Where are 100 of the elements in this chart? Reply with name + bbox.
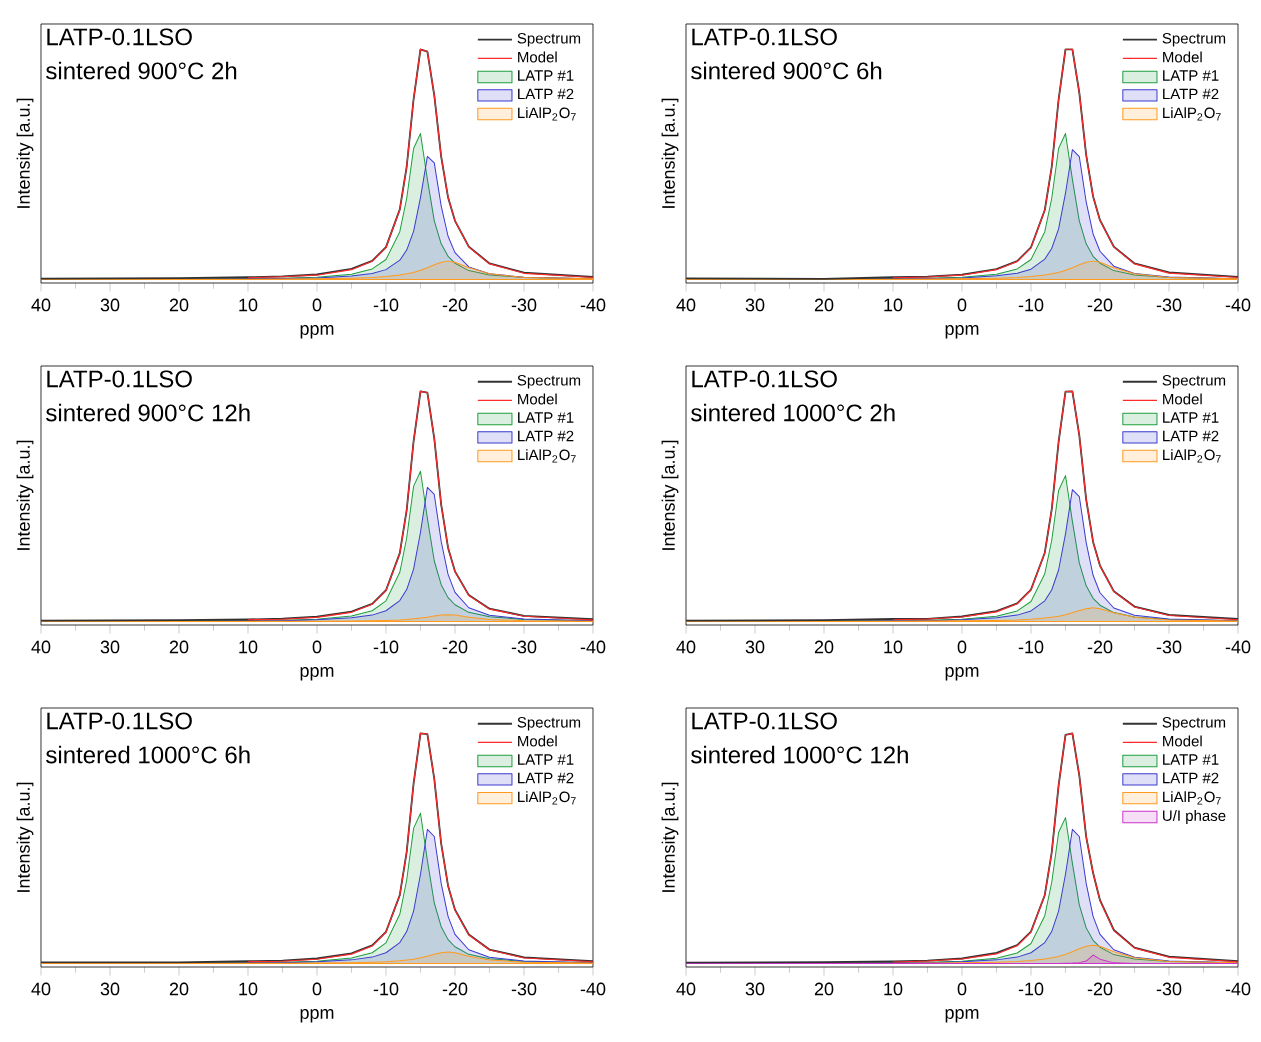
x-tick-label: 10 bbox=[239, 982, 258, 996]
x-tick-label: 40 bbox=[676, 640, 696, 654]
x-tick-label: -30 bbox=[1156, 982, 1182, 996]
x-tick-label: 0 bbox=[957, 982, 967, 996]
x-axis-title: ppm bbox=[945, 1009, 979, 1023]
x-tick-label: -20 bbox=[1087, 982, 1113, 996]
x-tick-label: 0 bbox=[957, 640, 967, 654]
x-tick-label: -30 bbox=[1156, 298, 1182, 312]
x-tick-label: -20 bbox=[1087, 640, 1113, 654]
chart-subtitle: sintered 900°C 6h bbox=[691, 61, 882, 80]
legend-label: LATP #2 bbox=[518, 430, 574, 442]
chart-title: LATP-0.1LSO bbox=[692, 370, 837, 388]
legend-label: Spectrum bbox=[1162, 716, 1226, 731]
y-axis-title: Intensity [a.u.] bbox=[661, 440, 679, 550]
x-tick-label: 40 bbox=[31, 298, 51, 312]
x-tick-label: -40 bbox=[580, 982, 606, 996]
legend-label: LiAlP$_{2}$O$_{7}$ bbox=[1163, 449, 1221, 463]
legend-label: LATP #1 bbox=[518, 70, 574, 81]
chart-subtitle: sintered 1000°C 12h bbox=[691, 745, 908, 764]
x-tick-label: 20 bbox=[169, 298, 189, 312]
legend-label: Model bbox=[1163, 735, 1202, 747]
x-axis-title: ppm bbox=[300, 667, 334, 681]
legend-label: U/I phase bbox=[1163, 810, 1226, 824]
x-tick-label: 40 bbox=[676, 298, 696, 312]
x-tick-label: 0 bbox=[312, 982, 322, 996]
legend-label: Spectrum bbox=[517, 32, 581, 47]
chart-title: LATP-0.1LSO bbox=[47, 370, 192, 388]
x-tick-label: 20 bbox=[814, 640, 834, 654]
x-tick-label: -10 bbox=[1018, 298, 1044, 312]
x-tick-label: -40 bbox=[1225, 982, 1251, 996]
x-tick-label: -40 bbox=[580, 640, 606, 654]
x-tick-label: -10 bbox=[373, 640, 399, 654]
x-tick-label: -30 bbox=[1156, 640, 1182, 654]
x-tick-label: 0 bbox=[312, 640, 322, 654]
x-tick-label: 10 bbox=[239, 640, 258, 654]
legend-label: LATP #2 bbox=[1163, 772, 1219, 784]
chart-subtitle: sintered 900°C 12h bbox=[46, 403, 250, 422]
y-axis-title: Intensity [a.u.] bbox=[16, 440, 34, 550]
legend-label: LiAlP$_{2}$O$_{7}$ bbox=[1163, 107, 1221, 121]
legend-label: Spectrum bbox=[1162, 32, 1226, 47]
x-tick-label: 20 bbox=[169, 640, 189, 654]
chart-title: LATP-0.1LSO bbox=[47, 712, 192, 730]
legend-label: LATP #1 bbox=[518, 412, 574, 423]
x-tick-label: -10 bbox=[373, 982, 399, 996]
x-tick-label: -10 bbox=[1018, 982, 1044, 996]
legend-label: LATP #2 bbox=[1163, 430, 1219, 442]
x-tick-label: 30 bbox=[100, 298, 120, 312]
x-tick-label: -20 bbox=[442, 298, 468, 312]
legend-label: LATP #1 bbox=[518, 754, 574, 765]
x-axis-title: ppm bbox=[300, 1009, 334, 1023]
x-tick-label: -40 bbox=[1225, 298, 1251, 312]
x-tick-label: 10 bbox=[239, 298, 258, 312]
x-tick-label: -40 bbox=[580, 298, 606, 312]
x-tick-label: -20 bbox=[1087, 298, 1113, 312]
x-tick-label: -20 bbox=[442, 982, 468, 996]
x-tick-label: 20 bbox=[814, 298, 834, 312]
legend-label: LATP #1 bbox=[1163, 754, 1219, 765]
x-tick-label: -10 bbox=[373, 298, 399, 312]
legend-label: LATP #1 bbox=[1163, 412, 1219, 423]
x-tick-label: -10 bbox=[1018, 640, 1044, 654]
chart-subtitle: sintered 900°C 2h bbox=[46, 61, 237, 80]
legend-label: LATP #1 bbox=[1163, 70, 1219, 81]
legend-label: Spectrum bbox=[517, 374, 581, 389]
chart-subtitle: sintered 1000°C 6h bbox=[46, 745, 250, 764]
y-axis-title: Intensity [a.u.] bbox=[16, 782, 34, 892]
x-tick-label: -30 bbox=[511, 298, 537, 312]
x-axis-title: ppm bbox=[300, 325, 334, 339]
legend-label: LiAlP$_{2}$O$_{7}$ bbox=[518, 449, 576, 463]
legend-label: Model bbox=[1163, 393, 1202, 405]
chart-title: LATP-0.1LSO bbox=[692, 712, 837, 730]
y-axis-title: Intensity [a.u.] bbox=[661, 98, 679, 208]
x-tick-label: 30 bbox=[745, 298, 765, 312]
x-tick-label: 20 bbox=[169, 982, 189, 996]
y-axis-title: Intensity [a.u.] bbox=[661, 782, 679, 892]
legend-label: Model bbox=[518, 393, 557, 405]
x-axis-title: ppm bbox=[945, 325, 979, 339]
x-tick-label: 30 bbox=[745, 640, 765, 654]
x-tick-label: 10 bbox=[884, 298, 903, 312]
legend-label: LiAlP$_{2}$O$_{7}$ bbox=[1163, 791, 1221, 805]
x-tick-label: -30 bbox=[511, 640, 537, 654]
x-tick-label: 40 bbox=[31, 640, 51, 654]
chart-title: LATP-0.1LSO bbox=[47, 28, 192, 46]
legend-label: LATP #2 bbox=[518, 772, 574, 784]
x-tick-label: 10 bbox=[884, 640, 903, 654]
x-tick-label: 0 bbox=[957, 298, 967, 312]
x-tick-label: -20 bbox=[442, 640, 468, 654]
legend-label: Model bbox=[1163, 51, 1202, 63]
y-axis-title: Intensity [a.u.] bbox=[16, 98, 34, 208]
legend-label: Spectrum bbox=[517, 716, 581, 731]
x-tick-label: 30 bbox=[100, 640, 120, 654]
x-tick-label: 40 bbox=[676, 982, 696, 996]
x-tick-label: 30 bbox=[745, 982, 765, 996]
chart-subtitle: sintered 1000°C 2h bbox=[691, 403, 895, 422]
x-tick-label: 20 bbox=[814, 982, 834, 996]
legend-label: LiAlP$_{2}$O$_{7}$ bbox=[518, 791, 576, 805]
legend-label: Model bbox=[518, 51, 557, 63]
x-tick-label: 0 bbox=[312, 298, 322, 312]
legend-label: LATP #2 bbox=[1163, 88, 1219, 100]
x-tick-label: -40 bbox=[1225, 640, 1251, 654]
legend-label: Model bbox=[518, 735, 557, 747]
